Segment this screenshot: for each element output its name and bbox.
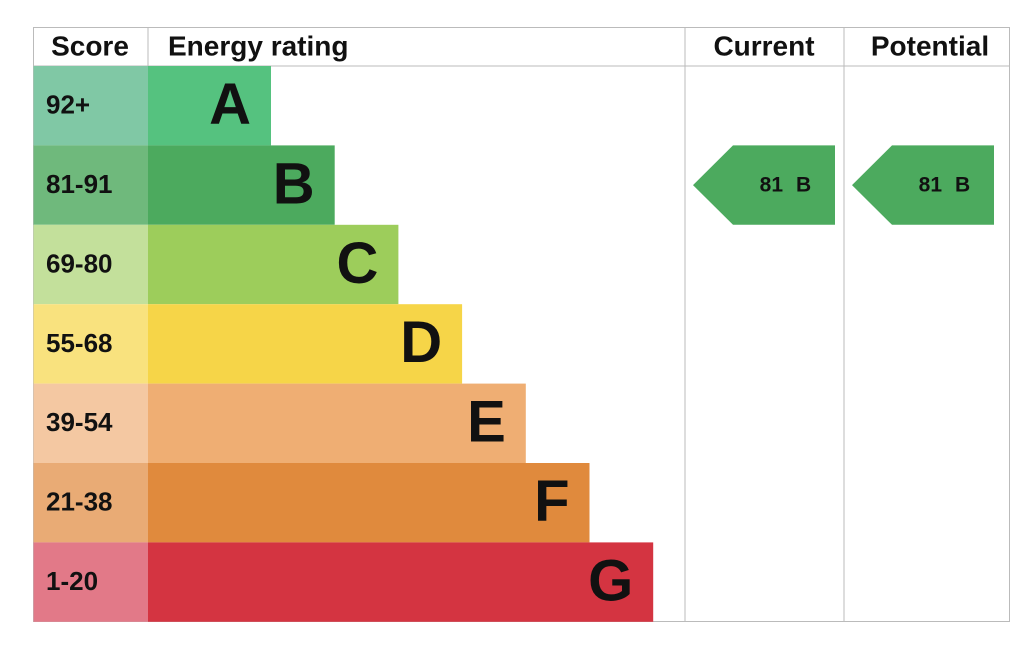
rating-bar [148, 145, 335, 225]
range-label: 92+ [46, 90, 90, 120]
rating-letter: F [534, 469, 569, 534]
header-score: Score [51, 30, 129, 61]
rating-letter: C [337, 231, 379, 296]
potential-score: 81 [919, 174, 943, 197]
range-cell [33, 542, 148, 622]
rating-letter: G [588, 548, 633, 613]
potential-rating: B [955, 174, 970, 197]
range-cell [33, 224, 148, 305]
rating-letter: E [467, 390, 506, 455]
range-cell [33, 304, 148, 384]
rating-bar [148, 224, 399, 305]
current-arrow [693, 145, 835, 225]
range-cell [33, 145, 148, 225]
range-cell [33, 463, 148, 543]
rating-bar [148, 383, 526, 463]
range-label: 39-54 [46, 407, 113, 437]
rating-letter: B [273, 151, 315, 216]
range-label: 55-68 [46, 328, 113, 358]
range-label: 21-38 [46, 487, 113, 517]
rating-bar [148, 542, 654, 622]
range-label: 69-80 [46, 248, 113, 278]
range-cell [33, 383, 148, 463]
header-current: Current [713, 30, 814, 61]
rating-letter: A [209, 72, 251, 137]
rating-letter: D [400, 310, 442, 375]
current-score: 81 [760, 174, 784, 197]
header-potential: Potential [871, 30, 989, 61]
current-rating: B [796, 174, 811, 197]
rating-bar [148, 463, 590, 543]
potential-arrow [852, 145, 994, 225]
rating-bar [148, 66, 271, 146]
range-label: 1-20 [46, 566, 98, 596]
header-rating: Energy rating [168, 30, 348, 61]
range-label: 81-91 [46, 169, 113, 199]
range-cell [33, 66, 148, 146]
rating-bar [148, 304, 463, 384]
